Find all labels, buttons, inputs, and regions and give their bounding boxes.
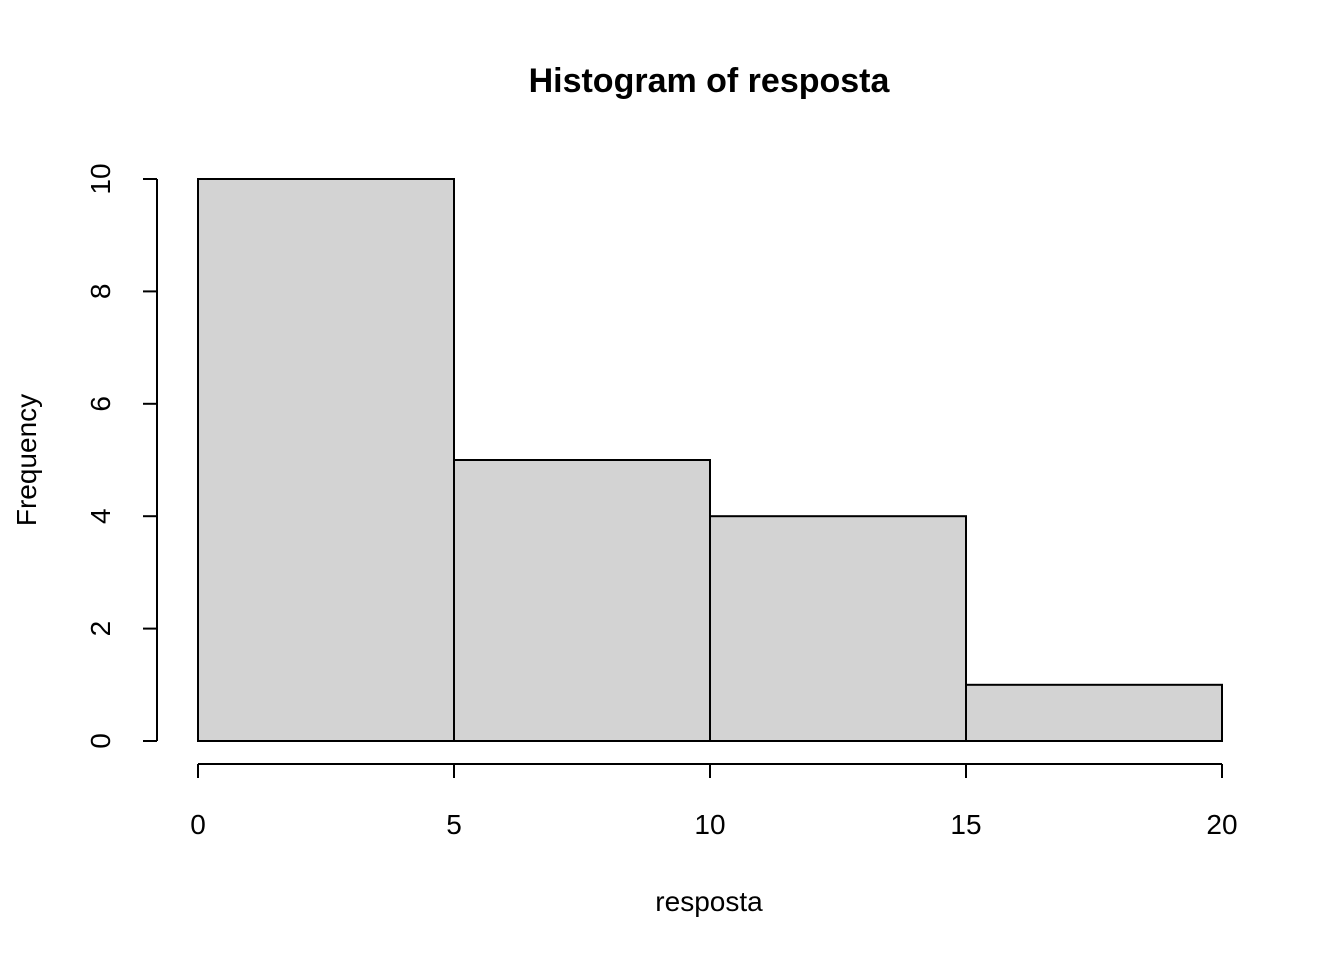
y-tick-label-2: 2 xyxy=(85,621,116,637)
y-tick-label-8: 8 xyxy=(85,284,116,300)
x-tick-label-15: 15 xyxy=(950,809,981,840)
histogram-bar-0 xyxy=(197,178,455,742)
bars xyxy=(197,178,1223,743)
y-tick-label-0: 0 xyxy=(85,733,116,749)
y-tick-label-10: 10 xyxy=(85,163,116,194)
x-tick-label-20: 20 xyxy=(1206,809,1237,840)
x-tick-label-10: 10 xyxy=(694,809,725,840)
y-axis-label: Frequency xyxy=(11,394,42,526)
histogram-bar-3 xyxy=(965,683,1223,742)
x-tick-label-5: 5 xyxy=(446,809,462,840)
x-tick-label-0: 0 xyxy=(190,809,206,840)
y-axis: 0 2 4 6 8 10 xyxy=(85,163,158,749)
x-axis: 0 5 10 15 20 xyxy=(190,763,1238,840)
histogram-bar-2 xyxy=(709,515,967,743)
chart-title: Histogram of resposta xyxy=(529,62,891,100)
y-tick-label-6: 6 xyxy=(85,396,116,412)
y-tick-label-4: 4 xyxy=(85,508,116,524)
x-axis-label: resposta xyxy=(655,886,763,917)
histogram-bar-1 xyxy=(453,459,711,742)
